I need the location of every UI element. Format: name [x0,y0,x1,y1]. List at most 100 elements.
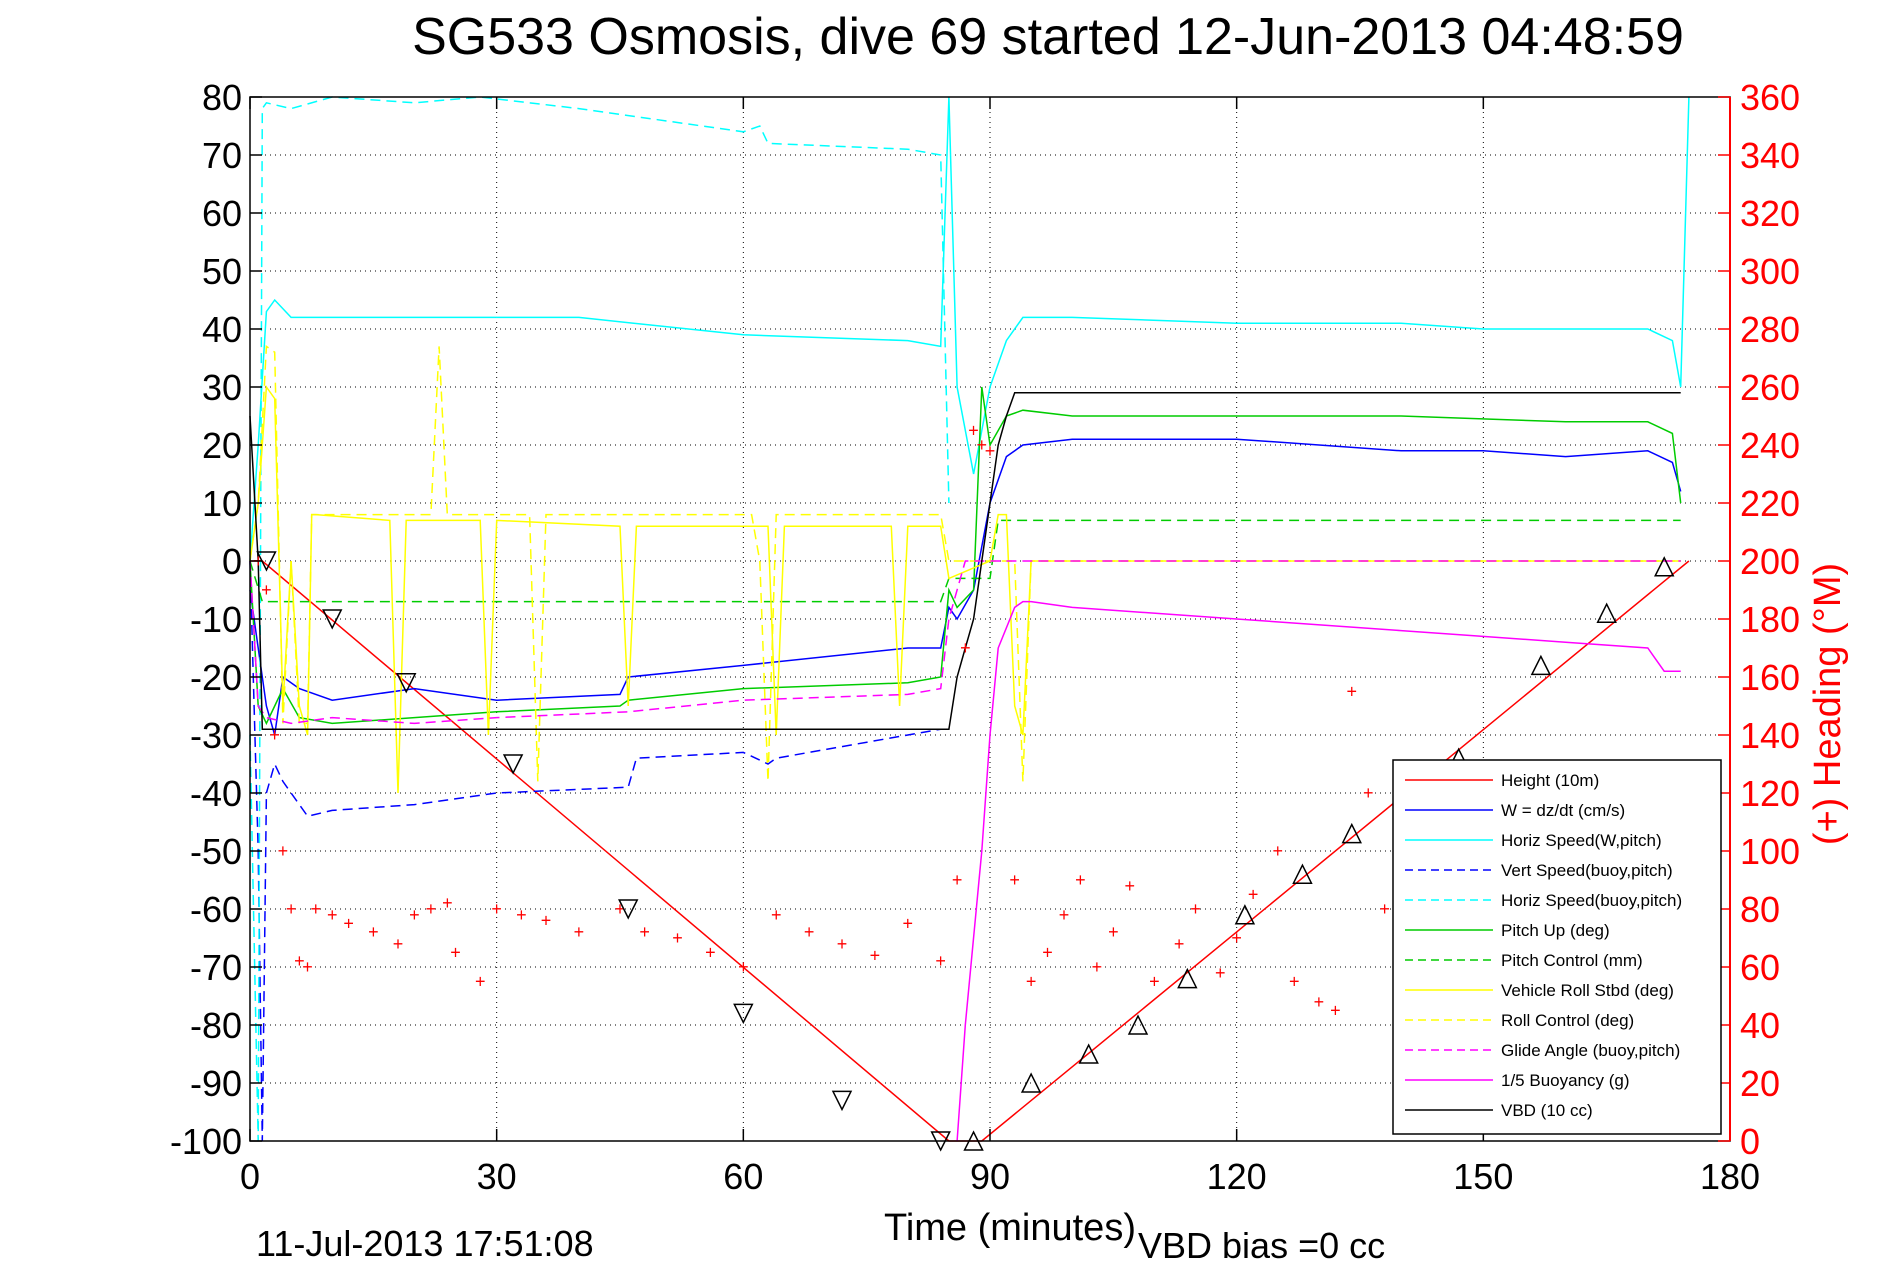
y-right-tick-label: 80 [1740,889,1780,930]
y-right-tick-label: 260 [1740,367,1800,408]
footer-vbd-bias: VBD bias =0 cc [1138,1225,1385,1262]
x-tick-label: 30 [477,1156,517,1197]
heading-marker: + [294,951,305,971]
legend-entry: 1/5 Buoyancy (g) [1501,1071,1630,1090]
y-right-axis-label: (+) Heading (°M) [1807,563,1849,845]
position-marker [1020,1072,1042,1093]
heading-marker: + [261,580,272,600]
y-tick-label: -20 [190,657,242,698]
legend-entry: Vehicle Roll Stbd (deg) [1501,981,1674,1000]
heading-marker: + [1042,943,1053,963]
heading-marker: + [302,957,313,977]
heading-marker: + [960,638,971,658]
y-right-tick-label: 320 [1740,193,1800,234]
legend-entry: Glide Angle (buoy,pitch) [1501,1041,1680,1060]
heading-marker: + [574,922,585,942]
position-marker [733,1003,754,1025]
y-right-tick-label: 240 [1740,425,1800,466]
y-right-tick-label: 140 [1740,715,1800,756]
heading-marker: + [615,899,626,919]
y-right-tick-label: 120 [1740,773,1800,814]
y-tick-label: 80 [202,77,242,118]
footer-timestamp: 11-Jul-2013 17:51:08 [256,1223,594,1262]
x-tick-label: 60 [723,1156,763,1197]
heading-marker: + [327,905,338,925]
y-right-tick-label: 0 [1740,1121,1760,1162]
y-right-tick-label: 200 [1740,541,1800,582]
heading-marker: + [491,899,502,919]
x-axis-label: Time (minutes) [884,1207,1136,1249]
position-marker [1234,904,1256,925]
x-tick-label: 90 [970,1156,1010,1197]
y-tick-label: -10 [190,599,242,640]
y-right-tick-label: 280 [1740,309,1800,350]
y-tick-label: -30 [190,715,242,756]
legend-entry: Roll Control (deg) [1501,1011,1634,1030]
y-right-tick-label: 160 [1740,657,1800,698]
series-line-3 [249,560,941,1142]
x-tick-label: 150 [1453,1156,1513,1197]
legend-entry: Horiz Speed(W,pitch) [1501,831,1662,850]
heading-marker: + [343,914,354,934]
position-marker [502,754,524,775]
heading-marker: + [1026,972,1037,992]
heading-marker: + [393,934,404,954]
series-line-10 [956,600,1681,1142]
heading-marker: + [968,421,979,441]
position-marker [396,673,417,694]
heading-marker: + [903,914,914,934]
heading-marker: + [672,928,683,948]
y-tick-label: -60 [190,889,242,930]
y-tick-label: 20 [202,425,242,466]
y-right-tick-label: 180 [1740,599,1800,640]
tick-layer: 0 30 60 90 120 150 18080706050403020100-10-20-… [170,77,1800,1197]
heading-marker: + [1149,972,1160,992]
legend-box [1392,759,1722,1135]
heading-marker: + [1379,899,1390,919]
x-tick-label: 120 [1207,1156,1267,1197]
position-marker [831,1090,853,1112]
position-marker [1177,967,1198,989]
heading-marker: + [1314,992,1325,1012]
y-tick-label: 10 [202,483,242,524]
heading-marker: + [1190,899,1201,919]
y-tick-label: -100 [170,1121,242,1162]
heading-marker: + [1330,1001,1341,1021]
y-tick-label: 40 [202,309,242,350]
position-marker [1127,1014,1149,1035]
heading-marker: + [1174,934,1185,954]
marker-layer [256,551,1675,1152]
y-tick-label: -70 [190,947,242,988]
y-right-tick-label: 20 [1740,1063,1780,1104]
heading-marker: + [952,870,963,890]
y-right-tick-label: 340 [1740,135,1800,176]
heading-marker: + [1289,972,1300,992]
heading-marker: + [442,893,453,913]
heading-marker: + [426,899,437,919]
heading-marker: + [311,899,322,919]
series-line-6 [249,519,1681,603]
legend-entry: VBD (10 cc) [1501,1101,1593,1120]
y-right-tick-label: 360 [1740,77,1800,118]
heading-marker: + [639,922,650,942]
heading-marker: + [278,841,289,861]
heading-marker: + [1009,870,1020,890]
position-marker [618,899,639,920]
legend: Height (10m) W = dz/dt (cm/s) Horiz Speed(… [1392,759,1722,1135]
legend-entry: Vert Speed(buoy,pitch) [1501,861,1673,880]
heading-marker: + [368,922,379,942]
position-marker [1292,863,1313,884]
x-tick-label: 0 [240,1156,260,1197]
heading-marker: + [705,943,716,963]
position-marker [1341,822,1362,844]
heading-marker: + [409,905,420,925]
heading-marker: + [475,972,486,992]
y-tick-label: 50 [202,251,242,292]
heading-marker: + [1108,922,1119,942]
y-tick-label: -80 [190,1005,242,1046]
heading-marker: + [804,922,815,942]
y-right-tick-label: 60 [1740,947,1780,988]
series-line-11 [249,392,1681,730]
position-marker [1654,556,1675,577]
